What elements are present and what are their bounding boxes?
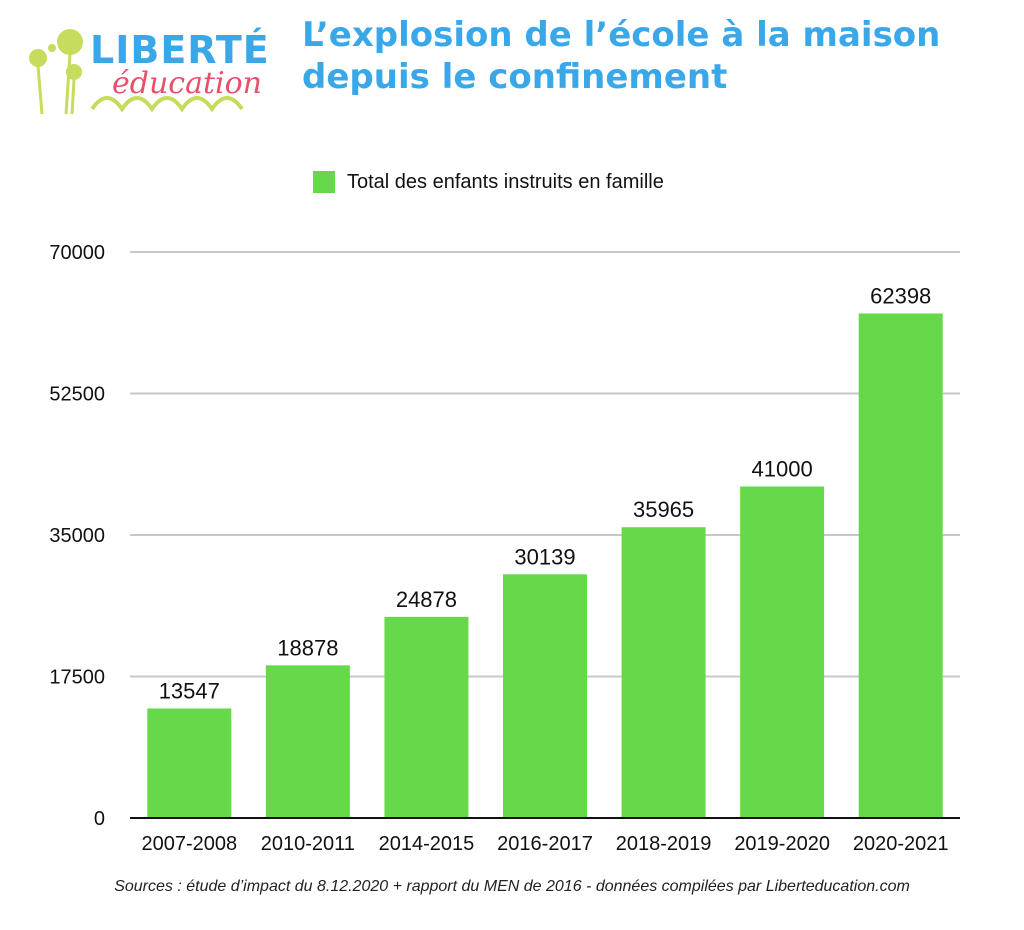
bar — [740, 486, 825, 818]
source-note: Sources : étude d’impact du 8.12.2020 + … — [114, 878, 910, 895]
x-tick-label: 2019-2020 — [734, 833, 830, 855]
data-label: 13547 — [159, 678, 220, 703]
bar — [265, 665, 350, 818]
x-tick-label: 2018-2019 — [616, 833, 712, 855]
chart-title-line-1: L’explosion de l’école à la maison — [302, 15, 941, 55]
x-tick-label: 2020-2021 — [853, 833, 949, 855]
data-label: 35965 — [633, 497, 694, 522]
y-tick-label: 0 — [94, 808, 105, 830]
legend-label: Total des enfants instruits en famille — [347, 170, 664, 193]
x-tick-label: 2016-2017 — [497, 833, 593, 855]
data-label: 18878 — [277, 635, 338, 660]
logo: LIBERTÉ éducation — [22, 14, 269, 118]
bar — [147, 708, 232, 818]
dandelion-icon — [29, 29, 244, 115]
chart-title-line-2: depuis le confinement — [302, 57, 728, 97]
legend: Total des enfants instruits en famille — [313, 170, 664, 194]
bar — [858, 313, 943, 818]
data-label: 62398 — [870, 283, 931, 308]
y-tick-label: 70000 — [49, 242, 105, 264]
logo-subtitle: éducation — [112, 66, 262, 101]
bar — [621, 527, 706, 818]
x-tick-label: 2014-2015 — [379, 833, 475, 855]
bar — [384, 616, 469, 818]
x-tick-label: 2007-2008 — [141, 833, 237, 855]
logo-word: LIBERTÉ — [90, 28, 270, 72]
y-tick-label: 35000 — [49, 525, 105, 547]
data-label: 30139 — [514, 544, 575, 569]
legend-swatch — [313, 171, 335, 193]
chart-title: L’explosion de l’école à la maison depui… — [302, 14, 992, 98]
y-tick-label: 52500 — [49, 384, 105, 406]
x-tick-label: 2010-2011 — [261, 833, 355, 855]
data-label: 41000 — [752, 456, 813, 481]
y-tick-label: 17500 — [49, 667, 105, 689]
data-label: 24878 — [396, 587, 457, 612]
bar — [503, 574, 587, 818]
